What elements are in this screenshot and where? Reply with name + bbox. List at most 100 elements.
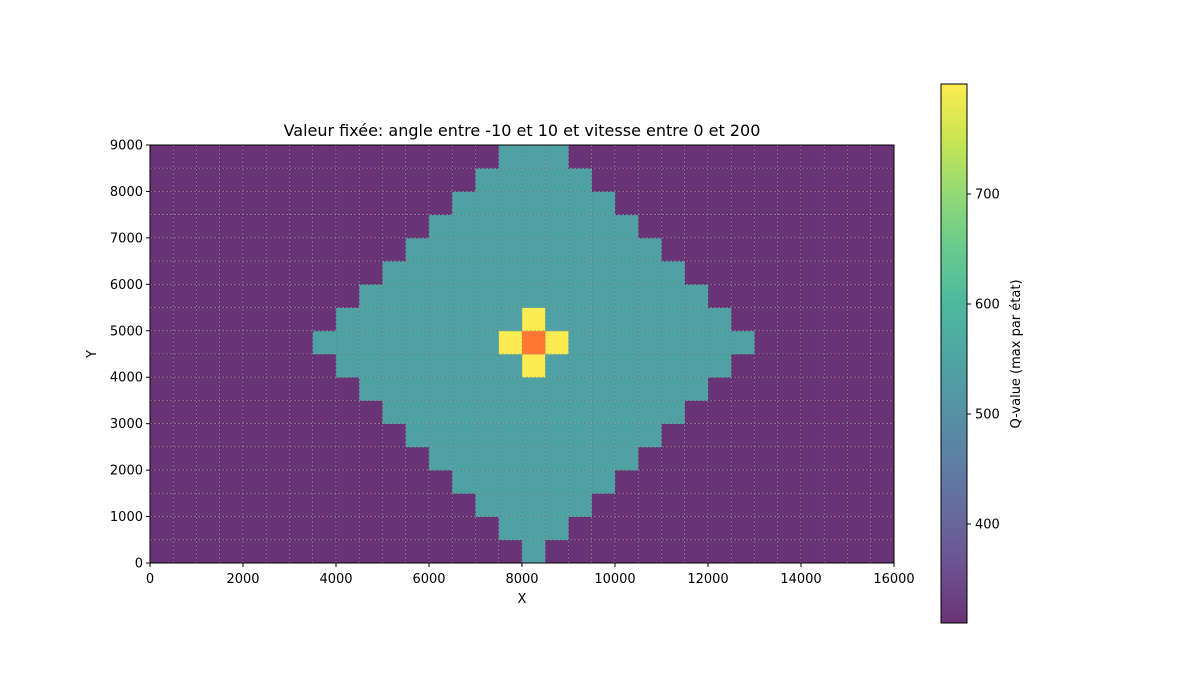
heatmap-cell	[196, 354, 221, 378]
heatmap-cell	[266, 284, 290, 308]
heatmap-cell	[638, 284, 662, 308]
heatmap-cell	[731, 237, 755, 262]
heatmap-cell	[429, 168, 453, 192]
y-axis: 0 1000 2000 3000 4000 5000 6000 7000 8000 9000	[110, 139, 150, 572]
heatmap-cell	[870, 516, 894, 541]
heatmap-cell	[173, 284, 197, 308]
heatmap-cell	[382, 423, 407, 448]
heatmap-cell	[545, 446, 569, 471]
heatmap-cell	[545, 516, 569, 541]
heatmap-cell	[870, 330, 894, 355]
heatmap-cell	[429, 145, 453, 169]
heatmap-cell	[777, 423, 802, 448]
heatmap-cell	[638, 145, 662, 169]
heatmap-cell	[452, 214, 476, 239]
heatmap-cell	[591, 214, 616, 239]
heatmap-cell	[824, 145, 848, 169]
heatmap-cell	[870, 168, 894, 192]
heatmap-cell	[801, 539, 825, 563]
heatmap-cell	[661, 191, 686, 216]
heatmap-cell	[266, 307, 290, 332]
heatmap-cell	[638, 516, 662, 541]
y-tick-label: 1000	[110, 510, 143, 525]
heatmap-cell	[475, 516, 500, 541]
heatmap-cell	[708, 237, 732, 262]
heatmap-cell	[266, 330, 290, 355]
heatmap-cell	[545, 214, 569, 239]
heatmap-cell	[754, 354, 779, 378]
heatmap-cell	[475, 168, 500, 192]
heatmap-cell	[591, 470, 616, 494]
heatmap-cell	[545, 237, 569, 262]
heatmap-cell	[708, 377, 732, 401]
heatmap-cell	[731, 423, 755, 448]
heatmap-cell	[219, 539, 244, 563]
heatmap-cell	[568, 446, 593, 471]
heatmap-cell	[847, 493, 872, 517]
heatmap-cell	[847, 470, 872, 494]
heatmap-cell	[754, 168, 779, 192]
heatmap-cell	[243, 470, 267, 494]
heatmap-cell	[382, 214, 407, 239]
heatmap-cell	[801, 377, 825, 401]
heatmap-cell	[219, 377, 244, 401]
heatmap-cell	[150, 330, 174, 355]
heatmap-cell	[359, 307, 383, 332]
heatmap-cell	[661, 400, 686, 425]
heatmap-cell	[731, 168, 755, 192]
heatmap-cell	[336, 400, 360, 425]
heatmap-cell	[289, 539, 314, 563]
heatmap-cell	[684, 330, 709, 355]
heatmap-cell	[312, 168, 337, 192]
heatmap-cell	[638, 237, 662, 262]
heatmap-cell	[475, 284, 500, 308]
y-tick-label: 2000	[110, 464, 143, 479]
heatmap-cell	[754, 423, 779, 448]
heatmap-cell	[498, 539, 523, 563]
heatmap-cell	[591, 493, 616, 517]
heatmap-cell	[498, 191, 523, 216]
heatmap-cell	[452, 493, 476, 517]
heatmap-cell	[824, 168, 848, 192]
heatmap-cell	[684, 284, 709, 308]
heatmap-cell	[196, 446, 221, 471]
heatmap-cell	[545, 284, 569, 308]
heatmap-cell	[870, 354, 894, 378]
y-tick-label: 8000	[110, 185, 143, 200]
heatmap-cell	[289, 400, 314, 425]
heatmap-cell	[475, 400, 500, 425]
heatmap-cell	[475, 423, 500, 448]
heatmap-cell	[243, 307, 267, 332]
heatmap-cell	[382, 261, 407, 285]
heatmap-cell	[475, 145, 500, 169]
heatmap-cell	[708, 354, 732, 378]
heatmap-cell	[824, 284, 848, 308]
heatmap-cell	[405, 330, 430, 355]
heatmap-cell	[475, 237, 500, 262]
heatmap-cell	[219, 446, 244, 471]
y-tick-label: 9000	[110, 139, 143, 154]
heatmap-cell	[336, 470, 360, 494]
heatmap-cell	[731, 493, 755, 517]
heatmap-cell	[591, 261, 616, 285]
heatmap-cell	[243, 446, 267, 471]
heatmap-cell	[615, 516, 639, 541]
heatmap-cell	[429, 354, 453, 378]
heatmap-cell	[359, 261, 383, 285]
heatmap-cell	[777, 354, 802, 378]
heatmap-cell	[824, 400, 848, 425]
heatmap-cell	[824, 539, 848, 563]
y-axis-label: Y	[85, 350, 100, 359]
heatmap-cell	[173, 354, 197, 378]
heatmap-cell	[568, 237, 593, 262]
heatmap-cell	[545, 400, 569, 425]
heatmap-cell	[336, 377, 360, 401]
heatmap-cell	[243, 191, 267, 216]
y-tick-label: 0	[135, 557, 143, 572]
heatmap-cell	[545, 354, 569, 378]
heatmap-cell	[522, 330, 546, 355]
colorbar-tick-label: 600	[975, 298, 1000, 313]
heatmap-cell	[452, 284, 476, 308]
heatmap-cell	[243, 261, 267, 285]
heatmap-cell	[219, 470, 244, 494]
